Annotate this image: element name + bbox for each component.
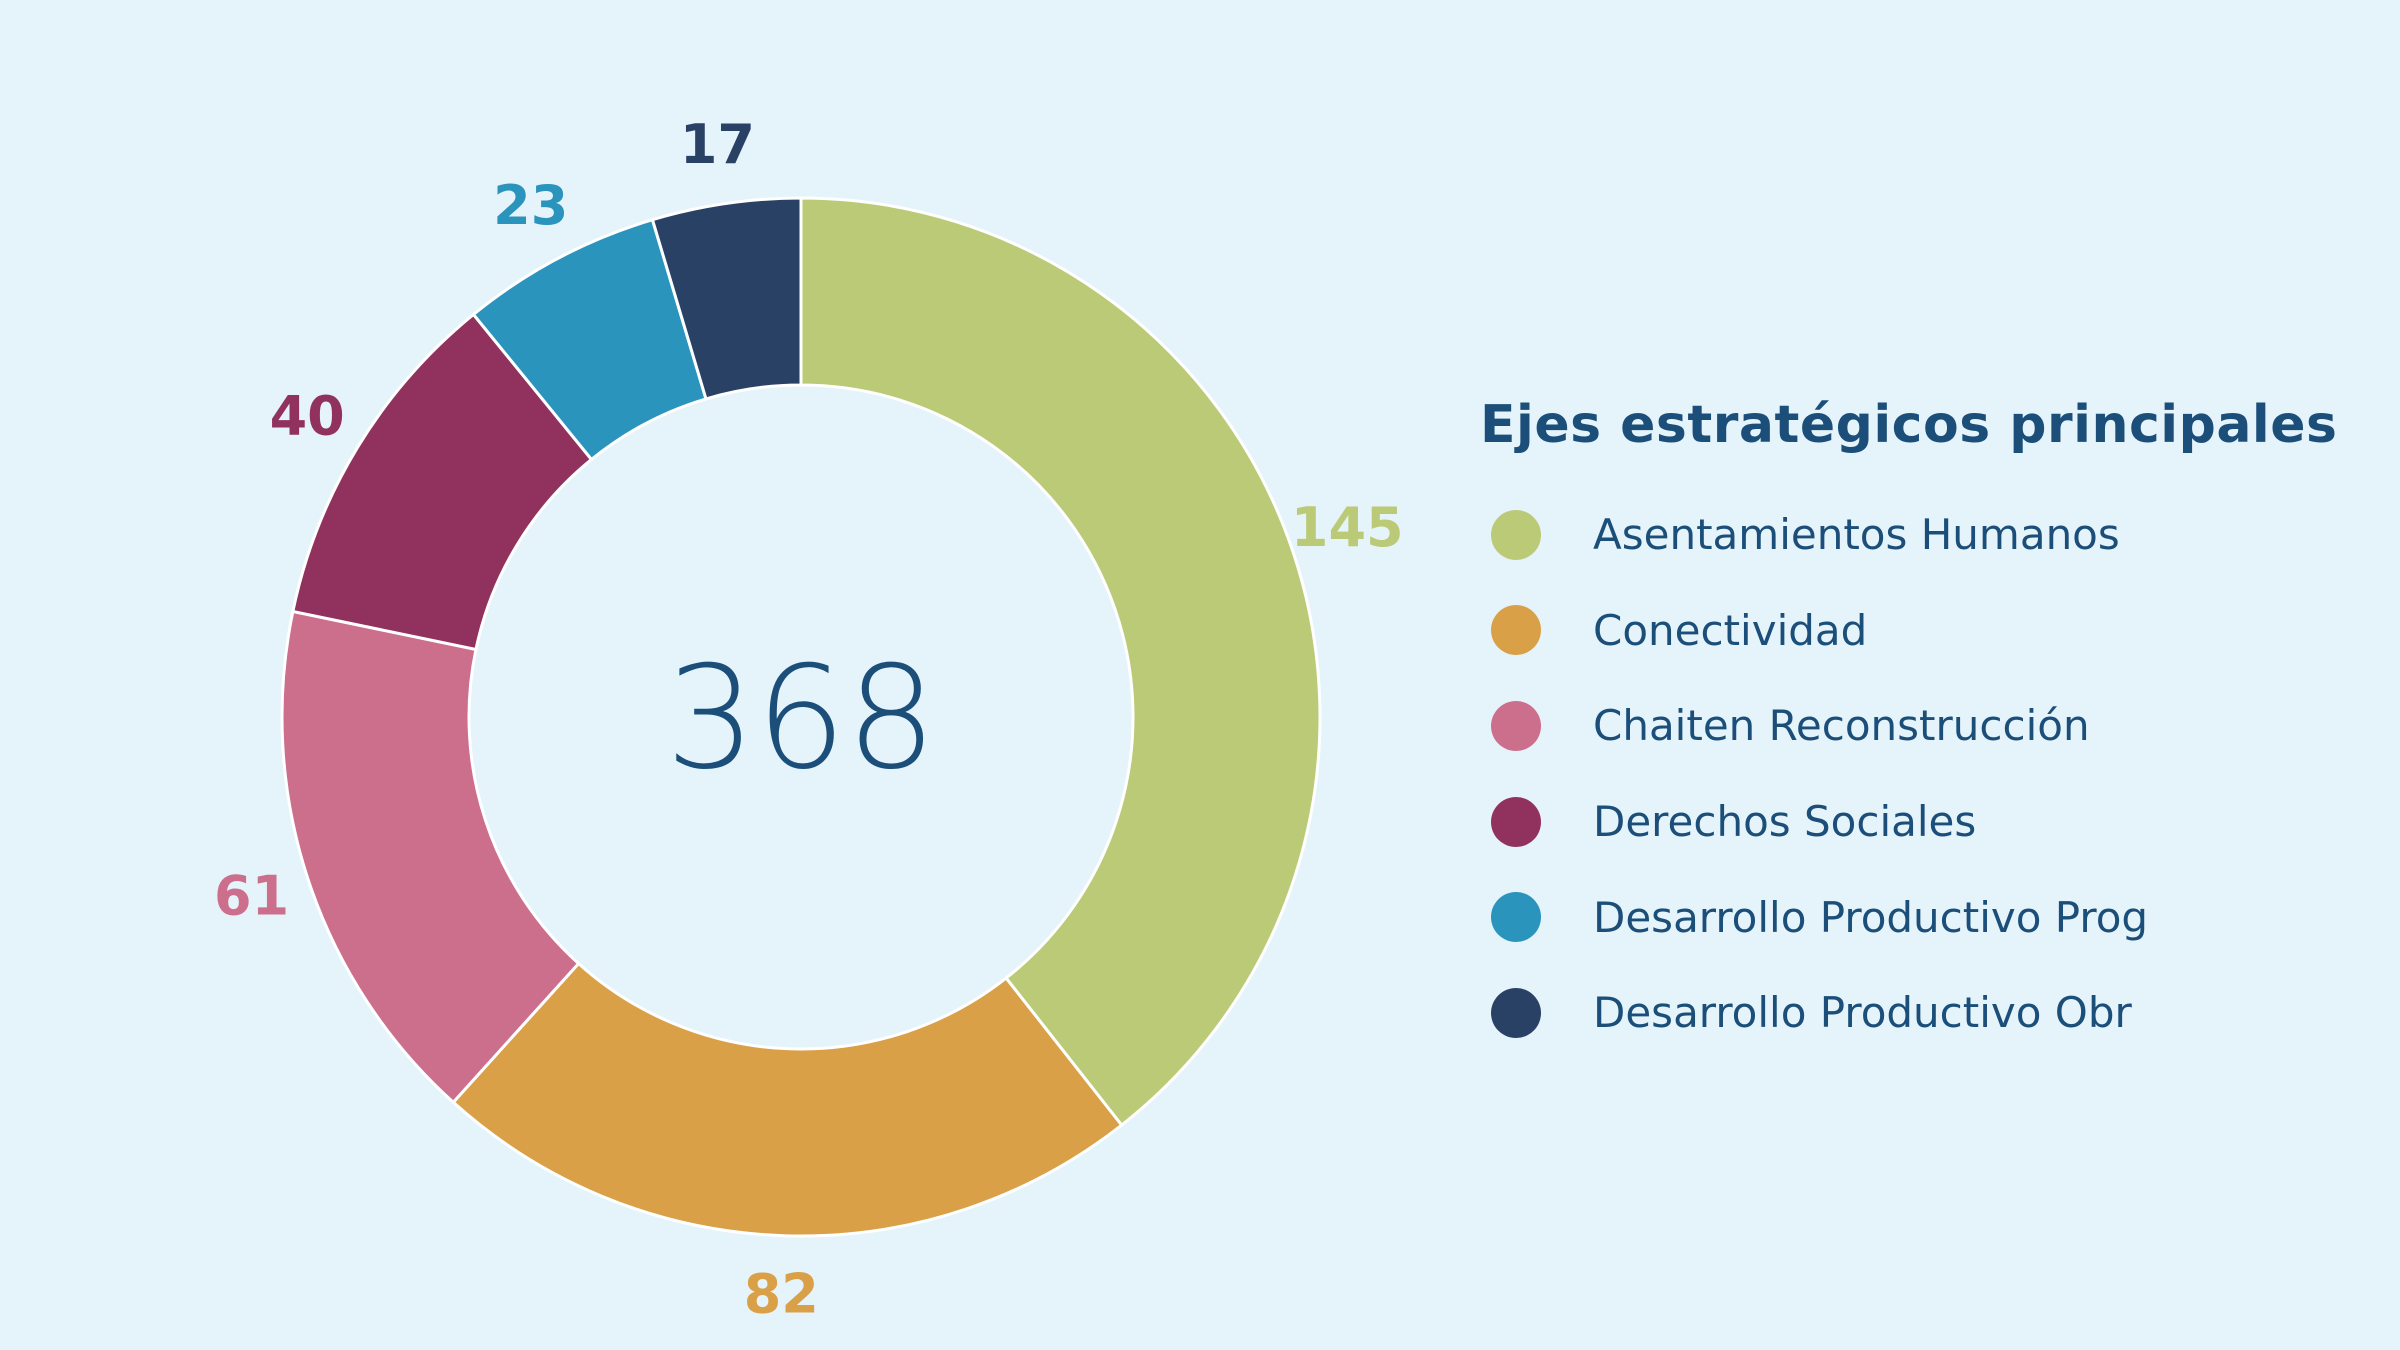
legend-title: Ejes estratégicos principales (1480, 395, 2338, 455)
legend-item: Chaiten Reconstrucción (1480, 678, 2337, 774)
legend-label: Desarrollo Productivo Prog (1593, 892, 2149, 942)
legend-swatch (1491, 796, 1541, 847)
data-label: 40 (270, 385, 345, 448)
slice-conectividad (451, 961, 1124, 1238)
legend-item: Derechos Sociales (1480, 774, 2337, 870)
data-label: 145 (1291, 496, 1400, 559)
legend-label: Asentamientos Humanos (1593, 510, 2120, 560)
donut-chart: 145 82 61 40 23 17 368 (214, 113, 1400, 1326)
legend-label: Conectividad (1593, 605, 1868, 655)
data-label: 82 (744, 1263, 819, 1326)
legend-item: Conectividad (1480, 583, 2337, 679)
legend-label: Derechos Sociales (1593, 797, 1977, 847)
data-label: 61 (214, 865, 289, 928)
total-label: 368 (665, 636, 936, 801)
legend-swatch (1491, 987, 1541, 1038)
legend-item: Asentamientos Humanos (1480, 487, 2337, 583)
slice-asentamientos-humanos (799, 196, 1322, 1128)
legend-swatch (1491, 700, 1541, 751)
legend-label: Desarrollo Productivo Obr (1593, 988, 2132, 1038)
legend-item: Desarrollo Productivo Obr (1480, 965, 2337, 1061)
legend-swatch (1491, 509, 1541, 560)
legend-swatch (1491, 605, 1541, 656)
legend: Ejes estratégicos principales Asentamien… (1480, 395, 2337, 1061)
slice-desarrollo-productivo-obr (650, 196, 803, 401)
data-label: 17 (680, 113, 755, 176)
legend-label: Chaiten Reconstrucción (1593, 701, 2090, 751)
slice-chaiten-reconstrucci-n (280, 609, 581, 1105)
legend-swatch (1491, 892, 1541, 943)
data-label: 23 (493, 174, 568, 237)
legend-item: Desarrollo Productivo Prog (1480, 869, 2337, 965)
